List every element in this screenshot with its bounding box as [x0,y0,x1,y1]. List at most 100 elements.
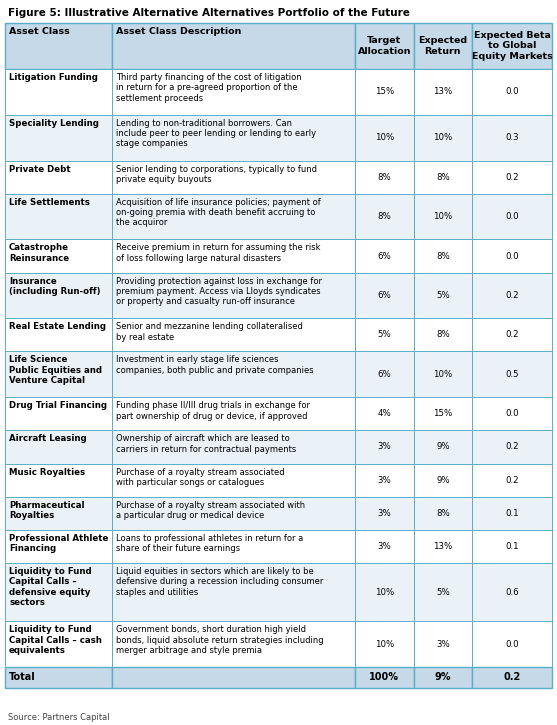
Bar [355,463,414,497]
Bar [414,69,472,115]
Text: Government bonds, short duration high yield
bonds, liquid absolute return strate: Government bonds, short duration high yi… [116,626,323,655]
Text: Life Settlements: Life Settlements [9,198,90,207]
Bar [414,397,472,431]
Bar [355,160,414,194]
Text: 8%: 8% [436,173,449,181]
Bar [111,69,355,115]
Bar [414,621,472,667]
Text: Catastrophe
Reinsurance: Catastrophe Reinsurance [9,244,69,263]
Text: 9%: 9% [434,673,451,682]
Text: Acquisition of life insurance policies; payment of
on-going premia with death be: Acquisition of life insurance policies; … [116,198,320,228]
Text: Target
Allocation: Target Allocation [358,36,411,56]
Text: Aircraft Leasing: Aircraft Leasing [9,434,87,444]
Bar [472,23,552,69]
Bar [5,397,111,431]
Text: 9%: 9% [436,476,449,484]
Bar [414,667,472,687]
Text: 3%: 3% [436,640,449,649]
Text: Purchase of a royalty stream associated
with particular songs or catalogues: Purchase of a royalty stream associated … [116,468,284,487]
Bar [414,318,472,352]
Bar [472,397,552,431]
Bar [5,431,111,463]
Text: 0.0: 0.0 [505,640,519,649]
Bar [414,563,472,621]
Text: Expected Beta
to Global
Equity Markets: Expected Beta to Global Equity Markets [472,31,553,61]
Text: 4%: 4% [378,410,391,418]
Bar [355,621,414,667]
Text: Investment in early stage life sciences
companies, both public and private compa: Investment in early stage life sciences … [116,355,313,375]
Text: 10%: 10% [375,133,394,142]
Text: Figure 5: Illustrative Alternative Alternatives Portfolio of the Future: Figure 5: Illustrative Alternative Alter… [8,8,410,18]
Bar [472,239,552,273]
Text: Providing protection against loss in exchange for
premium payment. Access via Ll: Providing protection against loss in exc… [116,276,321,307]
Bar [355,397,414,431]
Bar [111,563,355,621]
Text: 8%: 8% [436,509,449,518]
Text: 0.2: 0.2 [505,442,519,452]
Bar [5,530,111,563]
Bar [414,463,472,497]
Text: Receive premium in return for assuming the risk
of loss following large natural : Receive premium in return for assuming t… [116,244,320,263]
Text: Liquidity to Fund
Capital Calls – cash
equivalents: Liquidity to Fund Capital Calls – cash e… [9,626,102,655]
Text: Senior lending to corporations, typically to fund
private equity buyouts: Senior lending to corporations, typicall… [116,165,317,184]
Bar [5,69,111,115]
Bar [5,194,111,239]
Text: 10%: 10% [375,588,394,597]
Bar [111,160,355,194]
Bar [5,621,111,667]
Text: 0.2: 0.2 [505,331,519,339]
Bar [111,397,355,431]
Bar [414,115,472,160]
Bar [355,667,414,687]
Bar [355,318,414,352]
Bar [472,497,552,530]
Text: Life Science
Public Equities and
Venture Capital: Life Science Public Equities and Venture… [9,355,102,385]
Text: Asset Class Description: Asset Class Description [116,27,241,36]
Text: 8%: 8% [436,331,449,339]
Bar [111,431,355,463]
Bar [111,115,355,160]
Text: Liquidity to Fund
Capital Calls –
defensive equity
sectors: Liquidity to Fund Capital Calls – defens… [9,567,91,607]
Bar [111,318,355,352]
Text: 6%: 6% [378,291,391,300]
Text: 100%: 100% [369,673,399,682]
Bar [5,318,111,352]
Text: 8%: 8% [378,212,391,221]
Text: 0.1: 0.1 [505,509,519,518]
Bar [111,194,355,239]
Text: Funding phase II/III drug trials in exchange for
part ownership of drug or devic: Funding phase II/III drug trials in exch… [116,402,310,420]
Bar [472,352,552,397]
Bar [355,69,414,115]
Bar [5,667,111,687]
Text: Pharmaceutical
Royalties: Pharmaceutical Royalties [9,501,85,520]
Text: 5%: 5% [378,331,391,339]
Text: 0.2: 0.2 [505,173,519,181]
Bar [414,352,472,397]
Text: Lending to non-traditional borrowers. Can
include peer to peer lending or lendin: Lending to non-traditional borrowers. Ca… [116,119,316,149]
Bar [5,239,111,273]
Bar [414,23,472,69]
Text: Liquid equities in sectors which are likely to be
defensive during a recession i: Liquid equities in sectors which are lik… [116,567,323,597]
Bar [5,463,111,497]
Bar [111,239,355,273]
Bar [111,273,355,318]
Bar [355,23,414,69]
Bar [5,563,111,621]
Bar [472,563,552,621]
Text: Private Debt: Private Debt [9,165,71,173]
Bar [472,318,552,352]
Bar [5,23,111,69]
Bar [472,431,552,463]
Text: 15%: 15% [433,410,452,418]
Bar [414,160,472,194]
Text: 0.0: 0.0 [505,410,519,418]
Bar [355,497,414,530]
Text: 8%: 8% [436,252,449,260]
Text: 0.2: 0.2 [505,476,519,484]
Bar [472,667,552,687]
Bar [355,352,414,397]
Text: Speciality Lending: Speciality Lending [9,119,99,128]
Bar [355,115,414,160]
Text: Asset Class: Asset Class [9,27,70,36]
Text: 3%: 3% [378,476,391,484]
